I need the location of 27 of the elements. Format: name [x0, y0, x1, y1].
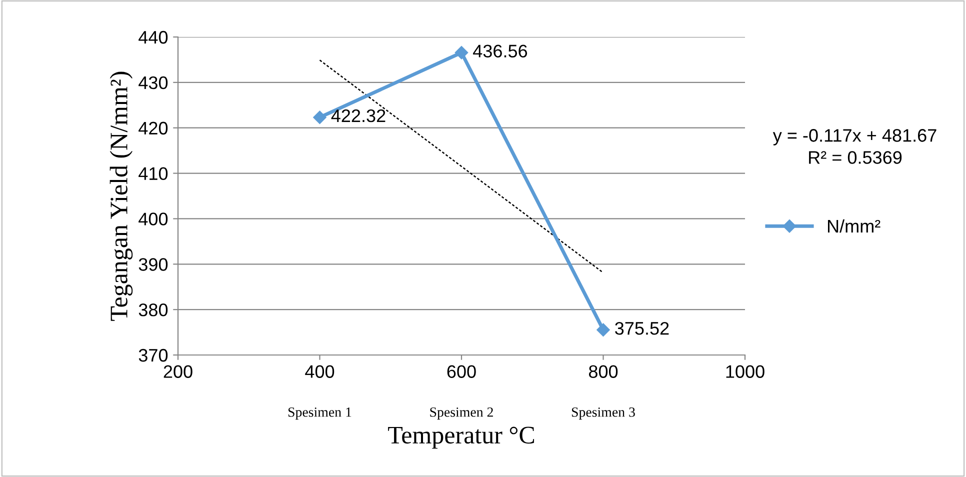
x-tick-label: 800	[588, 365, 618, 378]
y-tick-label: 440	[138, 30, 168, 44]
x-tick-label: 200	[164, 365, 192, 378]
text: Spesimen 3	[572, 407, 635, 420]
y-tick-label: 430	[138, 76, 168, 90]
x-tick-label: 400	[305, 365, 334, 378]
y-tick-label: 370	[138, 348, 168, 362]
y-tick-label: 410	[138, 167, 168, 180]
x-tick-label: 600	[447, 365, 476, 378]
point	[596, 323, 610, 337]
y-tick-label: 420	[138, 122, 168, 135]
y-tick-label: 400	[138, 212, 168, 226]
data-label: 436.56	[473, 44, 528, 58]
x-tick-label: 1000	[726, 365, 764, 378]
y-tick-label: 380	[138, 304, 168, 316]
legend-label: N/mm²	[828, 219, 880, 233]
point	[313, 110, 326, 124]
text: y = -0.117x + 481.67	[772, 129, 936, 146]
y-axis-title: Tegangan Yield (N/mm²)	[110, 72, 133, 321]
point	[454, 46, 468, 60]
x-axis-title: Temperatur °C	[388, 426, 534, 449]
y-tick-label: 390	[138, 258, 168, 271]
text: Spesimen 2	[430, 407, 493, 420]
text: R² = 0.5369	[809, 151, 902, 164]
data-label: 375.52	[615, 322, 669, 335]
text: Spesimen 1	[288, 407, 352, 420]
data-label: 422.32	[331, 109, 386, 122]
